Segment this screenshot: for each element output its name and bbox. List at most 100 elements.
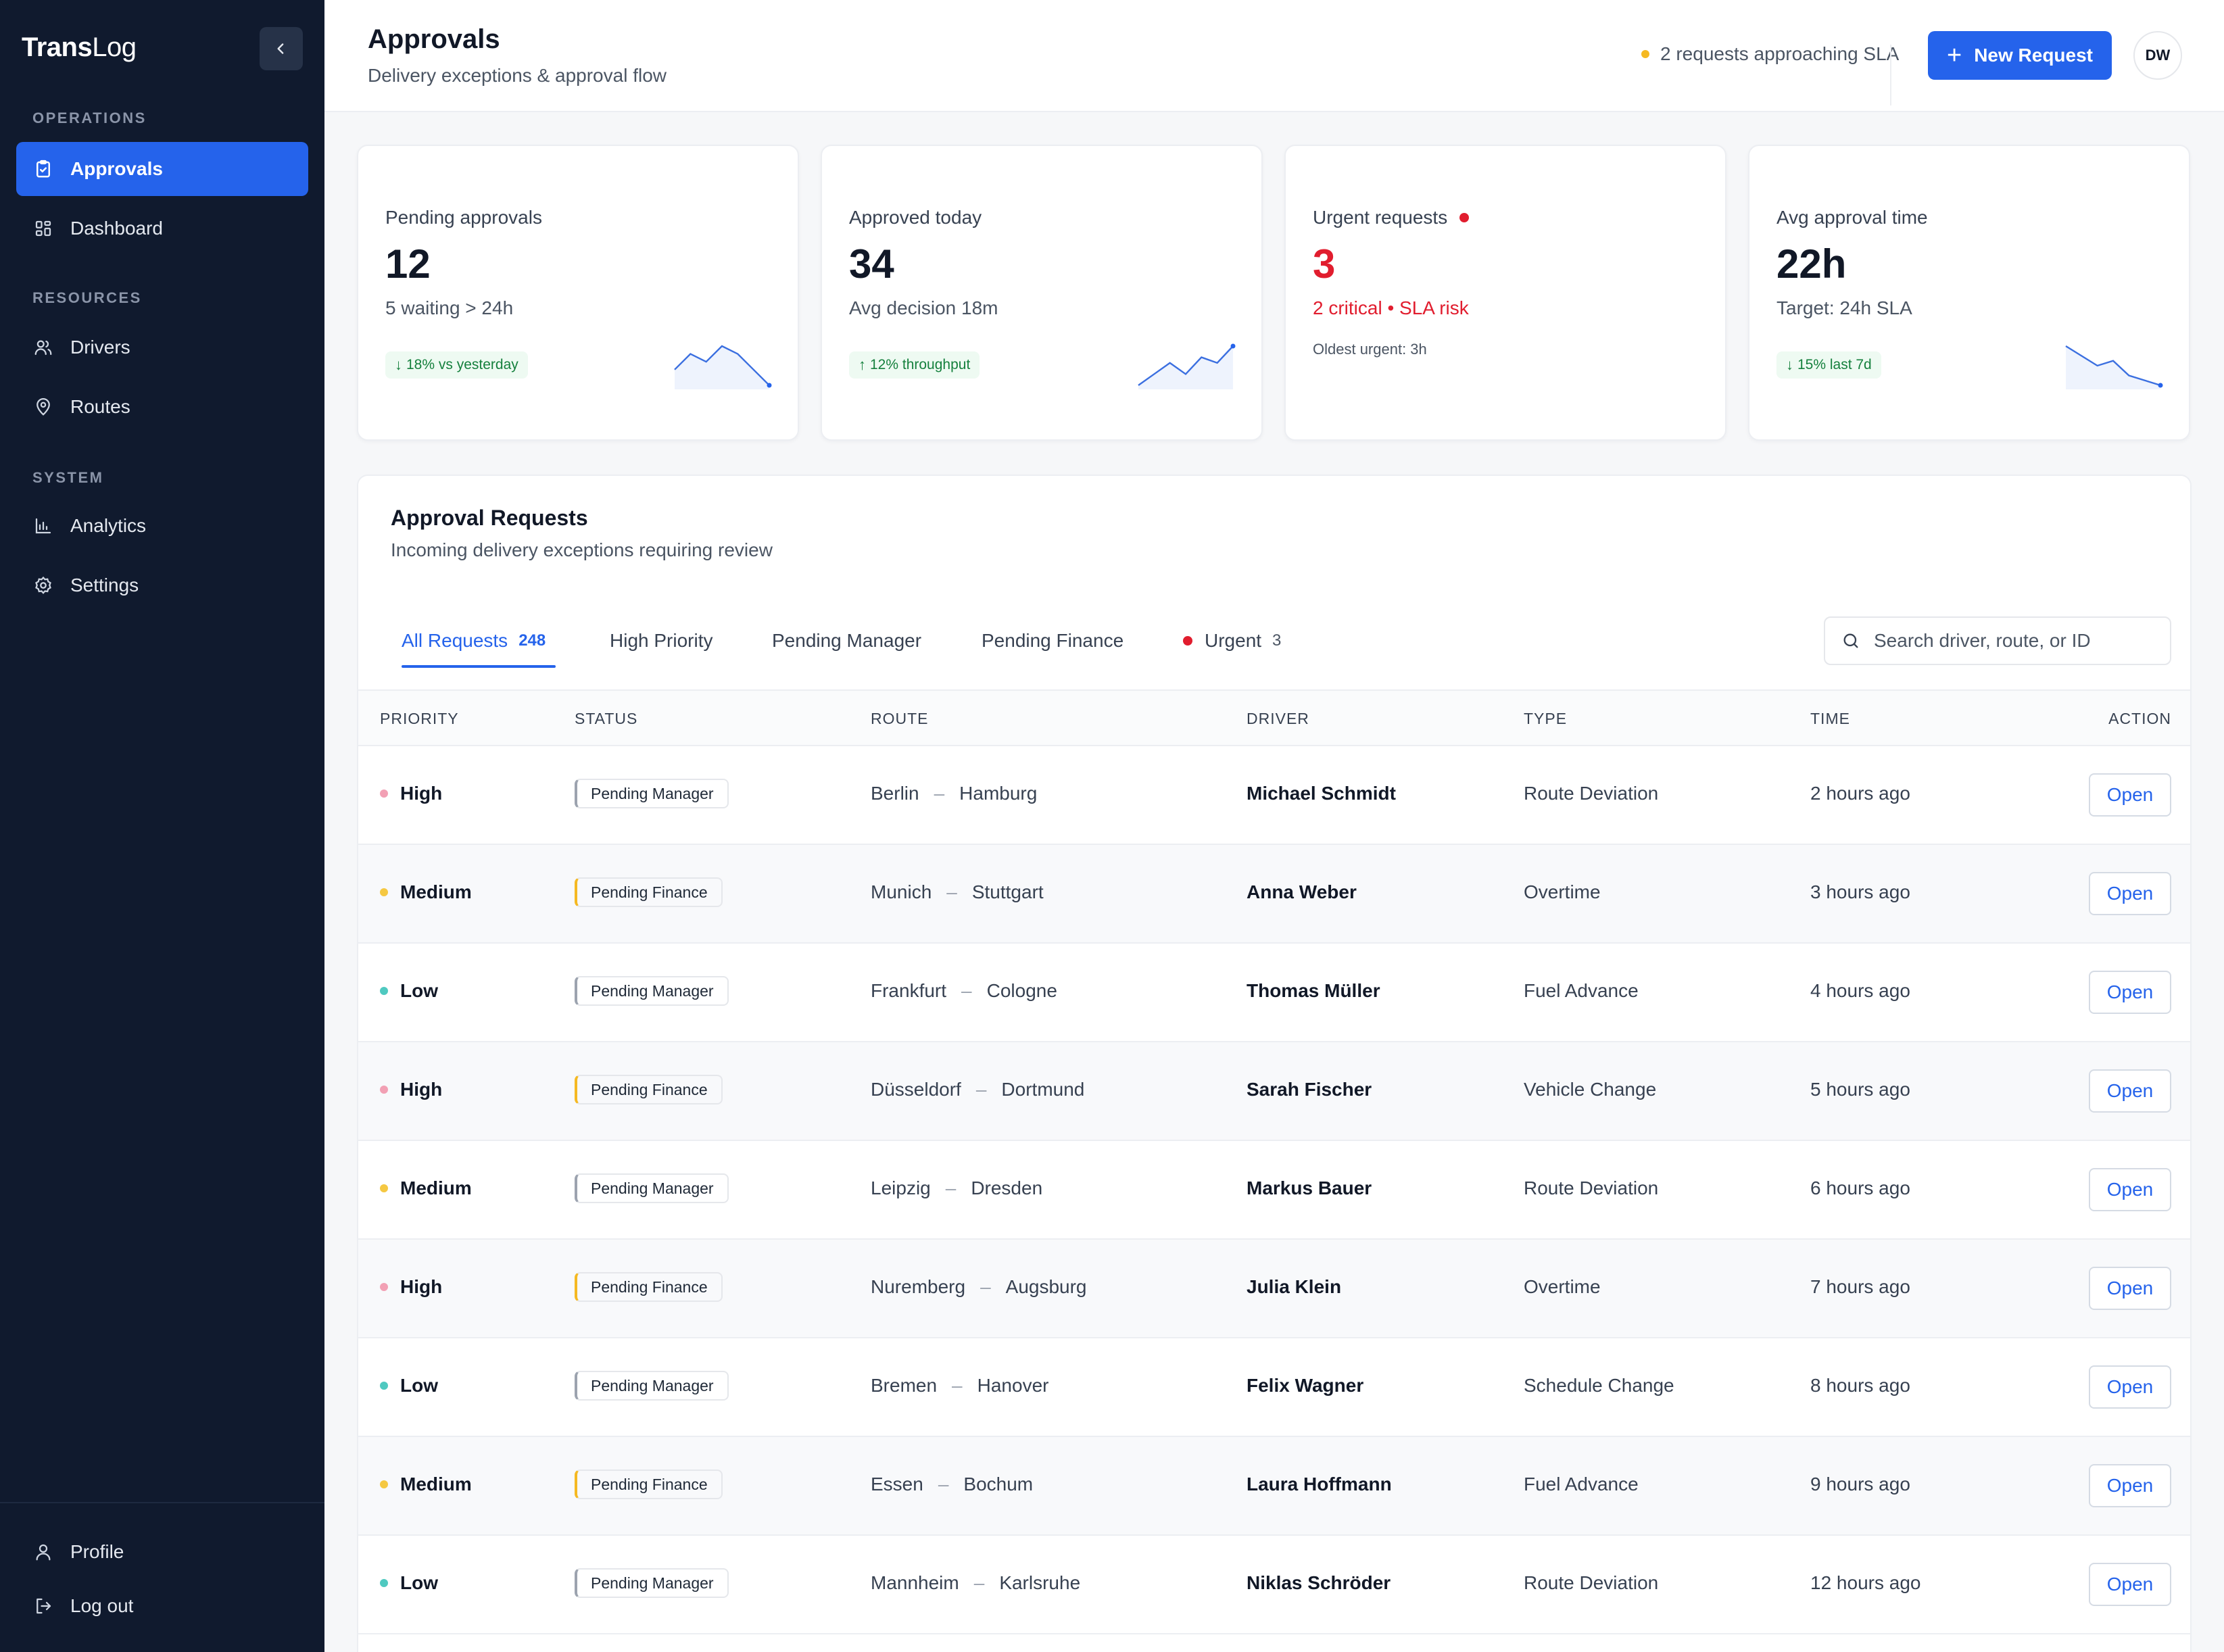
kpi-sub: Avg decision 18m (849, 297, 998, 318)
avatar[interactable]: DW (2133, 31, 2182, 80)
col-time[interactable]: TIME (1810, 710, 1850, 727)
search-input[interactable] (1874, 630, 2158, 652)
route-arrow-icon: – (975, 1079, 987, 1100)
sidebar-item-dashboard[interactable]: Dashboard (16, 201, 308, 256)
section-resources: RESOURCES (32, 289, 142, 306)
priority-cell: High (380, 1276, 442, 1298)
kpi-trend-chip: ↓ 18% vs yesterday (385, 351, 528, 379)
col-driver[interactable]: DRIVER (1247, 710, 1309, 727)
col-type[interactable]: TYPE (1524, 710, 1568, 727)
sparkline-area (675, 346, 769, 389)
open-button[interactable]: Open (2089, 872, 2171, 915)
kpi-label: Pending approvals (385, 207, 542, 228)
sparkline-area (2066, 346, 2160, 389)
driver-cell: Sarah Fischer (1247, 1079, 1372, 1100)
search-box[interactable] (1824, 616, 2171, 665)
tab-pending-manager[interactable]: Pending Manager (772, 630, 922, 651)
sidebar-item-label: Log out (70, 1595, 134, 1616)
kpi-card-approved: Approved today 34 Avg decision 18m ↑ 12% … (821, 145, 1263, 441)
kpi-sub: Target: 24h SLA (1776, 297, 1912, 318)
grid-icon (32, 218, 54, 239)
users-icon (32, 337, 54, 358)
table-header: PRIORITY STATUS ROUTE DRIVER TYPE TIME A… (358, 689, 2190, 746)
kpi-sub: 5 waiting > 24h (385, 297, 514, 318)
route-arrow-icon: – (945, 1177, 957, 1198)
col-route[interactable]: ROUTE (871, 710, 929, 727)
table-row[interactable]: Medium Pending Finance Munich – Stuttgart Ann… (358, 845, 2190, 944)
tab-all-requests[interactable]: All Requests 248 (402, 630, 546, 651)
open-button[interactable]: Open (2089, 1365, 2171, 1409)
clipboard-check-icon (32, 158, 54, 180)
sla-warning[interactable]: 2 requests approaching SLA (1641, 43, 1899, 65)
tab-urgent[interactable]: Urgent 3 (1183, 627, 1281, 654)
bar-chart-icon (32, 515, 54, 537)
sparkline-line (674, 345, 770, 386)
kpi-value: 3 (1313, 241, 1336, 287)
tab-pending-finance[interactable]: Pending Finance (982, 630, 1124, 651)
table-row[interactable]: High Pending Finance Nuremberg – Augsburg Jul… (358, 1240, 2190, 1338)
app-logo[interactable]: TransLog (22, 32, 137, 62)
sidebar-item-profile[interactable]: Profile (16, 1525, 308, 1579)
tab-high-priority[interactable]: High Priority (610, 630, 713, 651)
open-button[interactable]: Open (2089, 1563, 2171, 1606)
priority-dot-icon (380, 1184, 388, 1192)
route-cell: Leipzig – Dresden (871, 1177, 1042, 1199)
new-request-button[interactable]: + New Request (1928, 31, 2112, 80)
open-button[interactable]: Open (2089, 971, 2171, 1014)
sidebar-item-drivers[interactable]: Drivers (16, 320, 308, 374)
type-cell: Route Deviation (1524, 783, 1659, 804)
route-arrow-icon: – (946, 881, 957, 902)
sidebar-item-routes[interactable]: Routes (16, 380, 308, 434)
collapse-sidebar-button[interactable] (260, 27, 303, 70)
table-row[interactable]: High Pending Finance Düsseldorf – Dortmund Sa… (358, 1042, 2190, 1141)
table-row[interactable]: High Pending Manager Berlin – Hamburg Michael… (358, 746, 2190, 845)
open-button[interactable]: Open (2089, 773, 2171, 817)
status-badge: Pending Finance (575, 1272, 723, 1302)
priority-cell: Low (380, 980, 438, 1002)
kpi-trend-chip: ↑ 12% throughput (849, 351, 980, 379)
type-cell: Fuel Advance (1524, 1474, 1639, 1495)
sidebar-item-settings[interactable]: Settings (16, 558, 308, 612)
col-priority[interactable]: PRIORITY (380, 710, 459, 727)
time-cell: 8 hours ago (1810, 1375, 1910, 1396)
route-from: Nuremberg (871, 1276, 966, 1297)
kpi-label: Avg approval time (1776, 207, 1928, 228)
table-row[interactable]: Medium Pending Finance Essen – Bochum Laura H… (358, 1437, 2190, 1536)
route-arrow-icon: – (961, 980, 972, 1001)
status-badge: Pending Finance (575, 877, 723, 907)
driver-cell: Laura Hoffmann (1247, 1474, 1392, 1495)
type-cell: Overtime (1524, 1276, 1601, 1297)
page-header: Approvals Delivery exceptions & approval… (324, 0, 2224, 112)
driver-cell: Felix Wagner (1247, 1375, 1364, 1396)
table-row[interactable]: Low Pending Manager Frankfurt – Cologne Thoma… (358, 944, 2190, 1042)
table-row[interactable]: Low Pending Manager Bremen – Hanover Felix Wa… (358, 1338, 2190, 1437)
time-cell: 5 hours ago (1810, 1079, 1910, 1100)
open-button[interactable]: Open (2089, 1168, 2171, 1211)
route-arrow-icon: – (934, 783, 945, 804)
open-button[interactable]: Open (2089, 1267, 2171, 1310)
route-from: Frankfurt (871, 980, 947, 1001)
sparkline-approved (1138, 343, 1236, 389)
priority-dot-icon (380, 1480, 388, 1488)
type-cell: Vehicle Change (1524, 1079, 1657, 1100)
sidebar-item-logout[interactable]: Log out (16, 1579, 308, 1633)
priority-cell: Low (380, 1572, 438, 1594)
driver-cell: Thomas Müller (1247, 980, 1380, 1001)
open-button[interactable]: Open (2089, 1464, 2171, 1507)
priority-dot-icon (380, 1283, 388, 1291)
route-from: Leipzig (871, 1177, 931, 1198)
table-row[interactable]: Low Pending Manager Mannheim – Karlsruhe Nikl… (358, 1536, 2190, 1634)
priority-dot-icon (380, 987, 388, 995)
table-row[interactable]: Medium Pending Manager Leipzig – Dresden Mark… (358, 1141, 2190, 1240)
gear-icon (32, 575, 54, 596)
sidebar-item-analytics[interactable]: Analytics (16, 499, 308, 553)
sidebar-item-approvals[interactable]: Approvals (16, 142, 308, 196)
col-status[interactable]: STATUS (575, 710, 638, 727)
plus-icon: + (1946, 41, 1962, 70)
kpi-value: 34 (849, 241, 894, 287)
driver-cell: Julia Klein (1247, 1276, 1342, 1297)
kpi-label: Urgent requests (1313, 207, 1470, 228)
route-cell: Munich – Stuttgart (871, 881, 1044, 903)
kpi-card-urgent: Urgent requests 3 2 critical • SLA risk … (1284, 145, 1726, 441)
open-button[interactable]: Open (2089, 1069, 2171, 1113)
